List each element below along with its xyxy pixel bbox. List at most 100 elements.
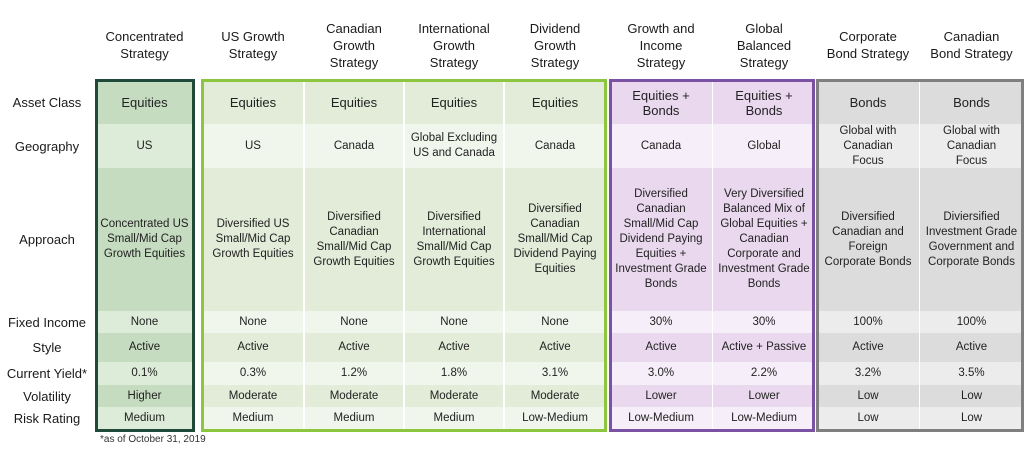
column-header-line: Canadian bbox=[326, 20, 382, 36]
cell-volatility-growth-and-income-strategy: Lower bbox=[610, 385, 712, 407]
column-header-line: Strategy bbox=[228, 46, 278, 61]
cell-asset-class-corporate-bond-strategy: Bonds bbox=[817, 81, 919, 124]
cell-fixed-income-growth-and-income-strategy: 30% bbox=[610, 311, 712, 333]
approach-line: Investment Grade bbox=[718, 263, 810, 275]
cell-approach-dividend-growth-strategy: Diversified Canadian Small/Mid Cap Dividend… bbox=[505, 168, 605, 311]
approach-line: Small/Mid Cap bbox=[623, 218, 699, 230]
column-header-line: Growth bbox=[333, 37, 375, 53]
column-header-line: Growth and bbox=[627, 20, 695, 36]
approach-line: Small/Mid Cap bbox=[316, 240, 392, 253]
cell-geography-international-growth-strategy: Global Excluding US and Canada bbox=[405, 124, 503, 168]
cell-fixed-income-international-growth-strategy: None bbox=[405, 311, 503, 333]
cell-volatility-global-balanced-strategy: Lower bbox=[713, 385, 815, 407]
cell-risk-rating-us-growth-strategy: Medium bbox=[203, 407, 303, 429]
approach-line: Small/Mid Cap bbox=[215, 233, 291, 245]
cell-geography-canadian-growth-strategy: Canada bbox=[305, 124, 403, 168]
approach-line: Bonds bbox=[747, 278, 781, 290]
column-header-canadian-bond-strategy: Canadian Bond Strategy bbox=[920, 14, 1023, 76]
column-header-line: Strategy bbox=[329, 54, 379, 70]
column-header-global-balanced-strategy: Global Balanced Strategy bbox=[713, 14, 815, 76]
cell-risk-rating-international-growth-strategy: Medium bbox=[405, 407, 503, 429]
column-header-line: Growth bbox=[534, 37, 576, 53]
column-header-line: Dividend bbox=[529, 20, 581, 36]
cell-volatility-international-growth-strategy: Moderate bbox=[405, 385, 503, 407]
cell-approach-global-balanced-strategy: Very Diversified Balanced Mix of Global Eq… bbox=[713, 168, 815, 311]
cell-risk-rating-canadian-growth-strategy: Medium bbox=[305, 407, 403, 429]
cell-approach-us-growth-strategy: Diversified US Small/Mid Cap Growth Equiti… bbox=[203, 168, 303, 311]
cell-geography-global-balanced-strategy: Global bbox=[713, 124, 815, 168]
column-header-dividend-growth-strategy: Dividend Growth Strategy bbox=[505, 14, 605, 76]
approach-line: Dividend Paying bbox=[619, 233, 703, 245]
cell-current-yield-dividend-growth-strategy: 3.1% bbox=[505, 362, 605, 385]
approach-line: Diversified bbox=[634, 188, 688, 200]
cell-risk-rating-global-balanced-strategy: Low-Medium bbox=[713, 407, 815, 429]
approach-line: Corporate and bbox=[727, 248, 801, 260]
column-header-canadian-growth-strategy: Canadian Growth Strategy bbox=[305, 14, 403, 76]
cell-asset-class-growth-and-income-strategy: Equities + Bonds bbox=[610, 81, 712, 124]
column-header-line: Global bbox=[745, 20, 783, 36]
column-header-line: Strategy bbox=[636, 54, 686, 70]
cell-current-yield-canadian-bond-strategy: 3.5% bbox=[920, 362, 1023, 385]
cell-volatility-corporate-bond-strategy: Low bbox=[817, 385, 919, 407]
approach-line: Global Equities + bbox=[720, 218, 808, 230]
column-header-line: Balanced bbox=[736, 37, 792, 53]
approach-line: Growth Equities bbox=[313, 255, 395, 268]
column-header-line: Strategy bbox=[530, 54, 580, 70]
cell-fixed-income-us-growth-strategy: None bbox=[203, 311, 303, 333]
cell-fixed-income-dividend-growth-strategy: None bbox=[505, 311, 605, 333]
column-header-line: Growth bbox=[433, 37, 475, 53]
approach-line: Small/Mid Cap bbox=[107, 233, 182, 245]
cell-current-yield-international-growth-strategy: 1.8% bbox=[405, 362, 503, 385]
row-label-risk-rating: Risk Rating bbox=[13, 410, 81, 426]
cell-volatility-dividend-growth-strategy: Moderate bbox=[505, 385, 605, 407]
column-header-line: Bond Strategy bbox=[930, 46, 1013, 61]
cell-volatility-canadian-growth-strategy: Moderate bbox=[305, 385, 403, 407]
cell-risk-rating-canadian-bond-strategy: Low bbox=[920, 407, 1023, 429]
column-header-line: Strategy bbox=[120, 46, 169, 61]
cell-asset-class-us-growth-strategy: Equities bbox=[203, 81, 303, 124]
approach-line: Canadian bbox=[636, 203, 686, 215]
cell-approach-corporate-bond-strategy: Diversified Canadian and Foreign Corporate … bbox=[817, 168, 919, 311]
row-label-fixed-income: Fixed Income bbox=[7, 314, 87, 330]
column-header-line: Strategy bbox=[429, 54, 479, 70]
approach-line: Diversified bbox=[427, 210, 481, 223]
cell-style-us-growth-strategy: Active bbox=[203, 333, 303, 362]
approach-line: Diversified bbox=[841, 210, 895, 223]
approach-line: Small/Mid Cap bbox=[416, 240, 492, 253]
approach-line: Bonds bbox=[644, 278, 678, 290]
approach-line: Diversified US bbox=[216, 218, 290, 230]
cell-volatility-canadian-bond-strategy: Low bbox=[920, 385, 1023, 407]
column-header-line: Strategy bbox=[739, 54, 789, 70]
approach-line: Balanced Mix of bbox=[723, 203, 805, 215]
approach-line: Corporate Bonds bbox=[928, 255, 1015, 268]
approach-line: Government and bbox=[928, 240, 1015, 253]
approach-line: Growth Equities bbox=[103, 248, 186, 260]
column-header-international-growth-strategy: International Growth Strategy bbox=[405, 14, 503, 76]
column-header-line: Canadian bbox=[943, 29, 1000, 44]
cell-geography-canadian-bond-strategy: Global with Canadian Focus bbox=[920, 124, 1023, 168]
column-header-line: International bbox=[418, 20, 490, 36]
approach-line: Growth Equities bbox=[212, 248, 294, 260]
cell-current-yield-global-balanced-strategy: 2.2% bbox=[713, 362, 815, 385]
column-header-line: Corporate bbox=[839, 29, 897, 44]
row-label-current-yield: Current Yield* bbox=[6, 366, 88, 381]
approach-line: Concentrated US bbox=[100, 218, 189, 230]
cell-fixed-income-canadian-growth-strategy: None bbox=[305, 311, 403, 333]
approach-line: Canadian and bbox=[832, 225, 904, 238]
row-label-style: Style bbox=[32, 340, 62, 355]
approach-line: Foreign bbox=[848, 240, 888, 253]
approach-line: Diviersified bbox=[943, 210, 1000, 223]
cell-geography-corporate-bond-strategy: Global with Canadian Focus bbox=[817, 124, 919, 168]
cell-current-yield-growth-and-income-strategy: 3.0% bbox=[610, 362, 712, 385]
cell-style-canadian-bond-strategy: Active bbox=[920, 333, 1023, 362]
cell-approach-international-growth-strategy: Diversified International Small/Mid Cap Gro… bbox=[405, 168, 503, 311]
cell-style-growth-and-income-strategy: Active bbox=[610, 333, 712, 362]
cell-style-concentrated-strategy: Active bbox=[96, 333, 193, 362]
cell-fixed-income-global-balanced-strategy: 30% bbox=[713, 311, 815, 333]
approach-line: Diversified bbox=[528, 203, 582, 215]
cell-fixed-income-canadian-bond-strategy: 100% bbox=[920, 311, 1023, 333]
cell-approach-canadian-bond-strategy: Diviersified Investment Grade Government a… bbox=[920, 168, 1023, 311]
approach-line: Canadian bbox=[739, 233, 789, 245]
approach-line: Dividend Paying bbox=[513, 248, 597, 260]
approach-line: Corporate Bonds bbox=[824, 255, 912, 268]
